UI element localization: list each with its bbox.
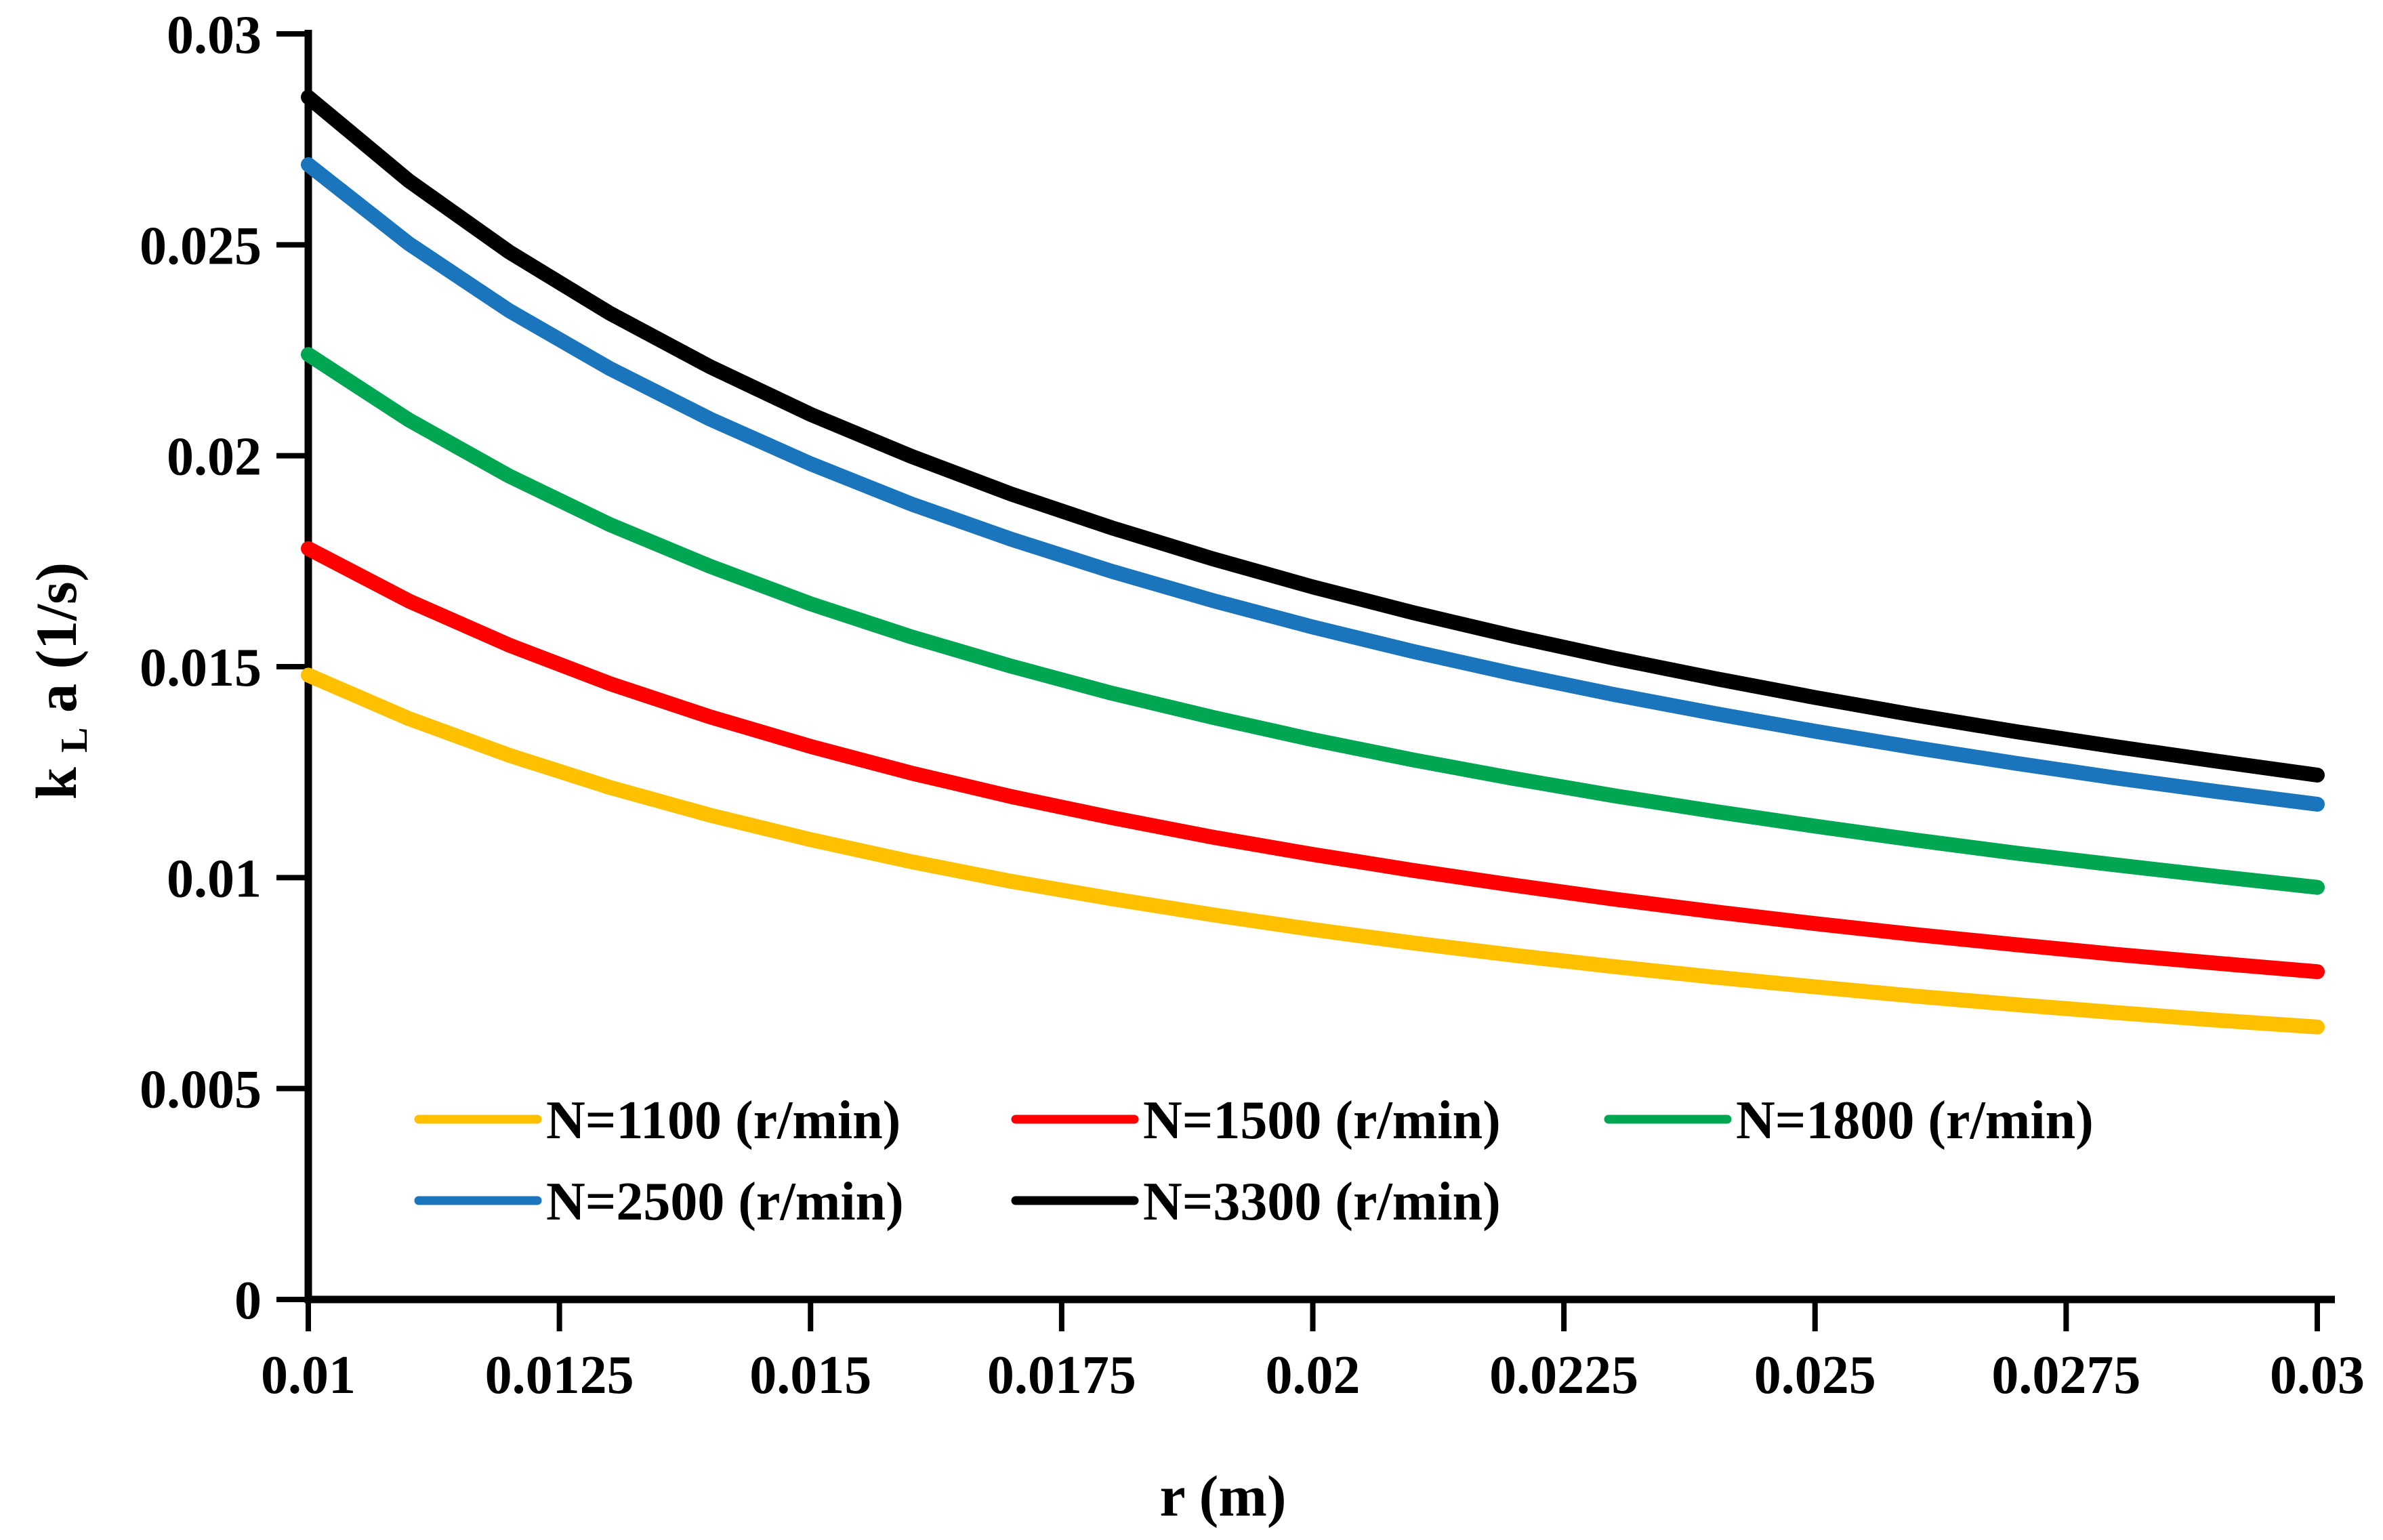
legend-label-N-3300-r-min-: N=3300 (r/min) [1143, 1172, 1501, 1232]
y-tick-label: 0.01 [167, 849, 262, 909]
x-tick-label: 0.0275 [1991, 1346, 2140, 1405]
x-tick-label: 0.025 [1754, 1346, 1876, 1405]
y-tick-label: 0.015 [140, 638, 262, 698]
x-tick-label: 0.015 [749, 1346, 871, 1405]
x-tick-label: 0.0225 [1489, 1346, 1638, 1405]
y-axis-ticks [276, 31, 306, 1302]
series-line-N-3300-r-min- [301, 89, 2325, 783]
y-tick-label: 0 [234, 1271, 262, 1331]
x-tick-label: 0.03 [2270, 1346, 2365, 1405]
y-tick-label: 0.03 [167, 5, 262, 65]
y-tick-label: 0.005 [140, 1060, 262, 1120]
series-line-N-2500-r-min- [301, 157, 2325, 812]
y-axis-title-pre: k [24, 767, 89, 799]
data-series-lines [301, 89, 2325, 1035]
y-axis-title-post: a (1/s) [24, 562, 89, 713]
y-tick-label: 0.025 [140, 216, 262, 276]
series-line-N-1100-r-min- [301, 667, 2325, 1035]
y-axis-tick-labels: 0 0.005 0.01 0.015 0.02 0.025 0.03 [140, 5, 262, 1331]
x-axis-ticks [306, 1303, 2320, 1331]
x-tick-label: 0.02 [1266, 1346, 1361, 1405]
y-axis-title-subscript: L [54, 727, 96, 752]
x-axis-tick-labels: 0.01 0.0125 0.015 0.0175 0.02 0.0225 0.025 0.02… [261, 1346, 2365, 1405]
y-tick-label: 0.02 [167, 428, 262, 487]
legend-label-N-2500-r-min-: N=2500 (r/min) [546, 1172, 904, 1232]
legend-label-N-1800-r-min-: N=1800 (r/min) [1736, 1091, 2094, 1150]
x-axis-title: r (m) [1159, 1463, 1286, 1528]
x-tick-label: 0.0125 [485, 1346, 634, 1405]
legend-label-N-1500-r-min-: N=1500 (r/min) [1143, 1091, 1501, 1150]
y-axis-title: k L a (1/s) [24, 562, 100, 799]
x-tick-label: 0.0175 [987, 1346, 1136, 1405]
series-line-N-1800-r-min- [301, 347, 2325, 895]
chart-legend: N=1100 (r/min) N=1500 (r/min) N=1800 (r/mi… [414, 1091, 2094, 1232]
series-line-N-1500-r-min- [301, 541, 2325, 980]
legend-label-N-1100-r-min-: N=1100 (r/min) [546, 1091, 900, 1150]
x-tick-label: 0.01 [261, 1346, 356, 1405]
